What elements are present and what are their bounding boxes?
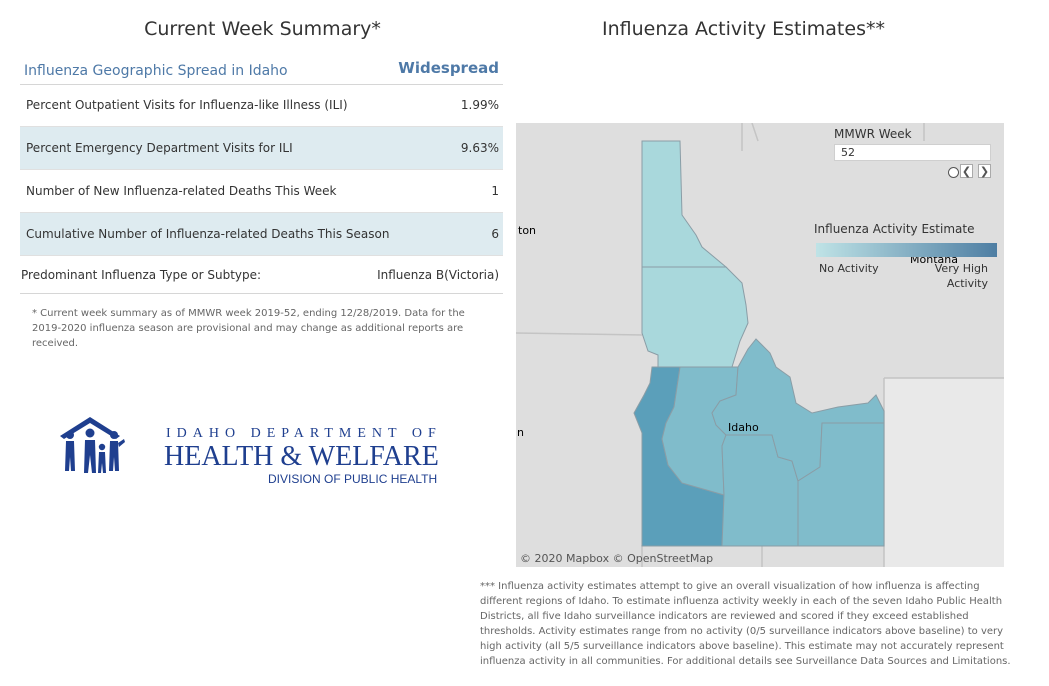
stat-label: Percent Outpatient Visits for Influenza-… <box>26 98 348 112</box>
legend-low-label: No Activity <box>819 262 879 275</box>
legend-high-label: Very High Activity <box>934 262 988 290</box>
play-toggle-icon[interactable] <box>948 167 959 178</box>
district-southeast[interactable] <box>797 422 885 547</box>
predominant-type-label: Predominant Influenza Type or Subtype: <box>21 268 262 282</box>
map-place-label: n <box>517 426 524 439</box>
map-canvas[interactable]: ton n Montana Idaho <box>516 123 1004 567</box>
map-copyright: © 2020 Mapbox © OpenStreetMap <box>520 552 714 565</box>
geographic-spread-value: Widespread <box>398 59 499 77</box>
chevron-left-icon[interactable]: ❮ <box>960 164 973 178</box>
predominant-type-value: Influenza B(Victoria) <box>377 268 499 282</box>
predominant-type-row: Predominant Influenza Type or Subtype: I… <box>20 257 503 294</box>
summary-footnote: * Current week summary as of MMWR week 2… <box>32 308 465 349</box>
legend-color-bar <box>816 243 997 257</box>
stat-value: 6 <box>491 227 499 241</box>
family-icon: IDAHO DEPARTMENT OF HEALTH & WELFARE DIV… <box>60 417 442 486</box>
chevron-right-icon[interactable]: ❯ <box>978 164 991 178</box>
logo-line-1: IDAHO DEPARTMENT OF <box>166 426 442 441</box>
stat-value: 1 <box>491 184 499 198</box>
geographic-spread-row: Influenza Geographic Spread in Idaho Wid… <box>20 56 503 85</box>
map-place-label: Idaho <box>728 421 759 434</box>
geographic-spread-label: Influenza Geographic Spread in Idaho <box>24 63 288 79</box>
map-place-label: ton <box>518 224 536 237</box>
mmwr-week-label: MMWR Week <box>834 127 912 141</box>
stat-row-cumulative-deaths: Cumulative Number of Influenza-related D… <box>20 213 503 256</box>
map-footnote: *** Influenza activity estimates attempt… <box>480 581 1011 667</box>
idaho-map[interactable]: ton n Montana Idaho <box>516 123 1004 567</box>
idhw-logo: IDAHO DEPARTMENT OF HEALTH & WELFARE DIV… <box>58 413 443 488</box>
logo-line-3: DIVISION OF PUBLIC HEALTH <box>268 472 437 486</box>
stat-row-outpatient-ili: Percent Outpatient Visits for Influenza-… <box>20 84 503 127</box>
stat-label: Number of New Influenza-related Deaths T… <box>26 184 337 198</box>
logo-line-2: HEALTH & WELFARE <box>164 441 439 472</box>
mmwr-week-input[interactable] <box>834 144 991 161</box>
neighbor-state-area <box>884 378 1004 567</box>
district-north-central[interactable] <box>641 266 749 368</box>
stat-row-new-deaths: Number of New Influenza-related Deaths T… <box>20 170 503 213</box>
stat-value: 1.99% <box>460 98 499 112</box>
stat-value: 9.63% <box>460 141 499 155</box>
map-title: Influenza Activity Estimates** <box>602 18 885 40</box>
summary-title: Current Week Summary* <box>144 18 381 40</box>
stat-label: Cumulative Number of Influenza-related D… <box>26 227 390 241</box>
stat-row-ed-ili: Percent Emergency Department Visits for … <box>20 127 503 170</box>
legend-title: Influenza Activity Estimate <box>814 222 975 236</box>
stat-label: Percent Emergency Department Visits for … <box>26 141 293 155</box>
